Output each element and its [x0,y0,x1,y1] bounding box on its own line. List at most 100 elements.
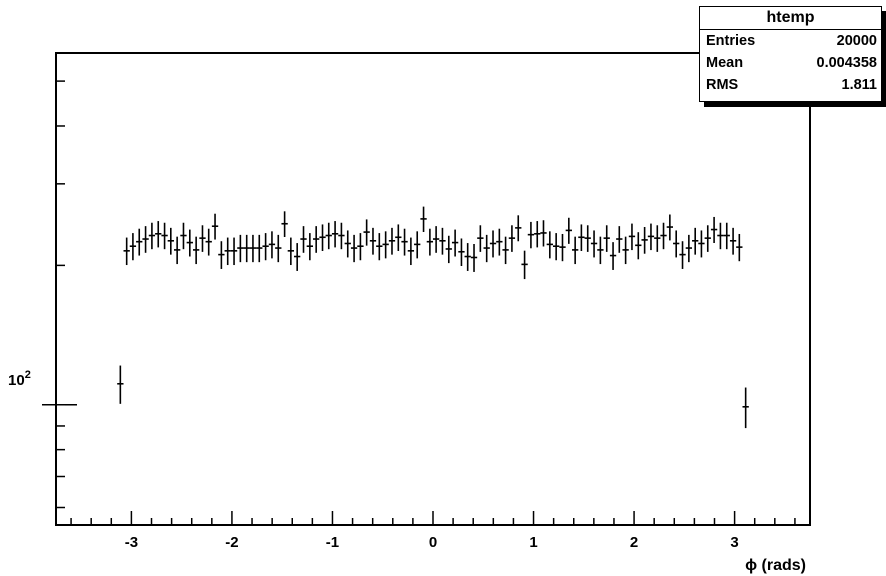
data-point [180,222,187,250]
data-point [477,225,484,252]
stats-label: RMS [706,77,739,93]
data-point [729,227,737,255]
data-point [230,237,238,266]
data-point [243,234,250,263]
data-point [515,215,522,242]
data-point [136,228,143,256]
data-point [173,236,181,265]
data-point [401,228,408,256]
data-point [211,213,219,240]
stats-label: Mean [706,55,744,71]
data-point [679,241,686,269]
data-point [635,232,642,260]
data-point [534,221,541,248]
data-point [496,228,503,256]
data-point [609,242,617,270]
data-point [155,221,162,248]
x-tick-label: 2 [630,534,638,551]
stats-label: Entries [706,33,756,49]
frame [55,52,811,526]
data-point [616,226,623,253]
data-point [521,250,528,280]
data-point [578,224,585,251]
data-points [117,206,749,429]
data-point [117,365,124,404]
data-point [186,229,193,257]
data-point [685,234,693,263]
data-point [660,222,667,250]
stats-value: 20000 [836,33,877,49]
data-point [540,220,547,247]
data-point [331,221,339,248]
data-point [224,237,231,266]
data-point [464,243,471,271]
data-point [445,235,452,264]
data-point [256,234,263,263]
data-point [262,233,269,261]
stats-title: htemp [700,7,881,30]
stats-value: 0.004358 [816,55,877,71]
data-point [597,236,604,265]
data-point [161,222,168,250]
data-point [666,214,674,241]
data-point [439,227,446,255]
x-tick-label: 0 [429,534,437,551]
data-point [571,236,579,265]
data-point [388,227,396,255]
data-point [300,226,307,253]
x-tick-label: 1 [529,534,537,551]
stats-box: htemp Entries 20000 Mean 0.004358 RMS 1.… [699,6,882,102]
x-axis-ticks [70,511,796,525]
data-point [313,226,320,253]
data-point [148,222,156,250]
data-point [723,222,730,250]
data-point [218,241,225,269]
data-point [167,227,174,255]
data-point [692,227,699,255]
data-point [414,231,421,259]
data-point [673,230,680,258]
data-point [628,223,636,251]
data-point [647,223,655,251]
data-point [458,238,465,267]
data-point [363,219,370,246]
data-point [268,231,276,259]
data-point [420,206,427,232]
data-point [546,231,553,259]
data-point [344,230,351,258]
data-point [369,227,377,255]
data-point [565,217,572,244]
data-point [325,222,332,250]
data-point [470,244,478,272]
data-point [584,225,591,252]
data-point [698,230,705,258]
data-point [502,236,509,265]
data-point [483,234,490,263]
data-point [294,243,301,271]
data-point [704,225,711,252]
data-point [736,233,743,262]
data-point [357,233,364,261]
x-axis-tick-labels: -3 -2 -1 0 1 2 3 [125,534,739,551]
data-point [489,230,497,258]
x-tick-label: -3 [125,534,138,551]
data-point [249,234,257,263]
data-point [237,234,244,263]
data-point [287,237,295,266]
data-point [451,229,459,257]
data-point [129,233,137,261]
x-tick-label: -1 [326,534,339,551]
data-point [205,228,212,256]
data-point [275,234,282,263]
y-axis-ticks [42,80,77,509]
data-point [192,236,200,265]
data-point [603,225,610,252]
data-point [426,228,434,256]
data-point [432,226,440,253]
data-point [742,387,749,429]
data-point [407,237,415,266]
data-point [319,224,326,251]
stats-value: 1.811 [841,77,878,93]
stats-row-entries: Entries 20000 [700,30,881,52]
